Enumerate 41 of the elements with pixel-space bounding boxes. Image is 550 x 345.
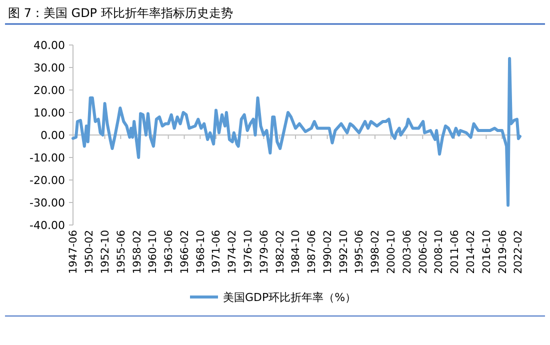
y-tick-label: 0.00	[40, 128, 65, 142]
x-tick-label: 2006-02	[417, 230, 430, 274]
x-tick-label: 1963-06	[163, 230, 176, 274]
x-tick-label: 1974-02	[226, 230, 239, 274]
x-tick-label: 1982-02	[274, 230, 286, 274]
x-tick-label: 2008-10	[433, 230, 446, 274]
legend-label: 美国GDP环比折年率（%）	[223, 290, 356, 304]
x-tick-label: 1995-06	[354, 230, 366, 274]
x-tick-label: 1984-10	[290, 230, 302, 274]
x-tick-label: 2016-10	[480, 230, 493, 274]
x-tick-label: 1990-02	[322, 230, 334, 274]
x-tick-label: 2011-06	[449, 230, 462, 274]
y-tick-label: 30.00	[34, 61, 65, 74]
x-tick-label: 2003-06	[401, 230, 414, 274]
x-tick-label: 1952-10	[99, 230, 112, 274]
x-tick-label: 1979-06	[258, 230, 270, 274]
x-tick-label: 2000-10	[386, 230, 398, 274]
x-tick-label: 2014-02	[465, 230, 477, 274]
x-tick-label: 1976-10	[242, 230, 254, 274]
x-tick-label: 1971-06	[210, 230, 223, 274]
x-tick-label: 1992-10	[338, 230, 350, 274]
y-tick-label: -30.00	[30, 196, 65, 210]
y-tick-label: 20.00	[34, 84, 65, 97]
chart-title: 图 7：美国 GDP 环比折年率指标历史走势	[8, 6, 233, 20]
y-tick-label: -10.00	[30, 151, 65, 164]
x-tick-label: 1998-02	[370, 230, 382, 274]
x-tick-label: 1958-02	[131, 230, 144, 274]
x-tick-label: 1960-10	[147, 230, 160, 274]
x-tick-label: 2022-02	[512, 230, 525, 274]
y-tick-label: -20.00	[30, 174, 65, 187]
line-series	[72, 57, 522, 207]
y-tick-label: 40.00	[34, 38, 65, 52]
x-tick-label: 1955-06	[115, 230, 128, 274]
x-tick-label: 1950-02	[84, 230, 96, 274]
x-tick-label: 1947-06	[68, 230, 80, 274]
x-tick-label: 1966-02	[178, 230, 191, 274]
y-tick-label: 10.00	[34, 106, 65, 120]
x-tick-label: 2019-06	[496, 230, 509, 274]
y-tick-label: -40.00	[30, 218, 65, 232]
x-tick-label: 1968-10	[194, 230, 207, 274]
x-tick-label: 1987-06	[306, 230, 318, 274]
